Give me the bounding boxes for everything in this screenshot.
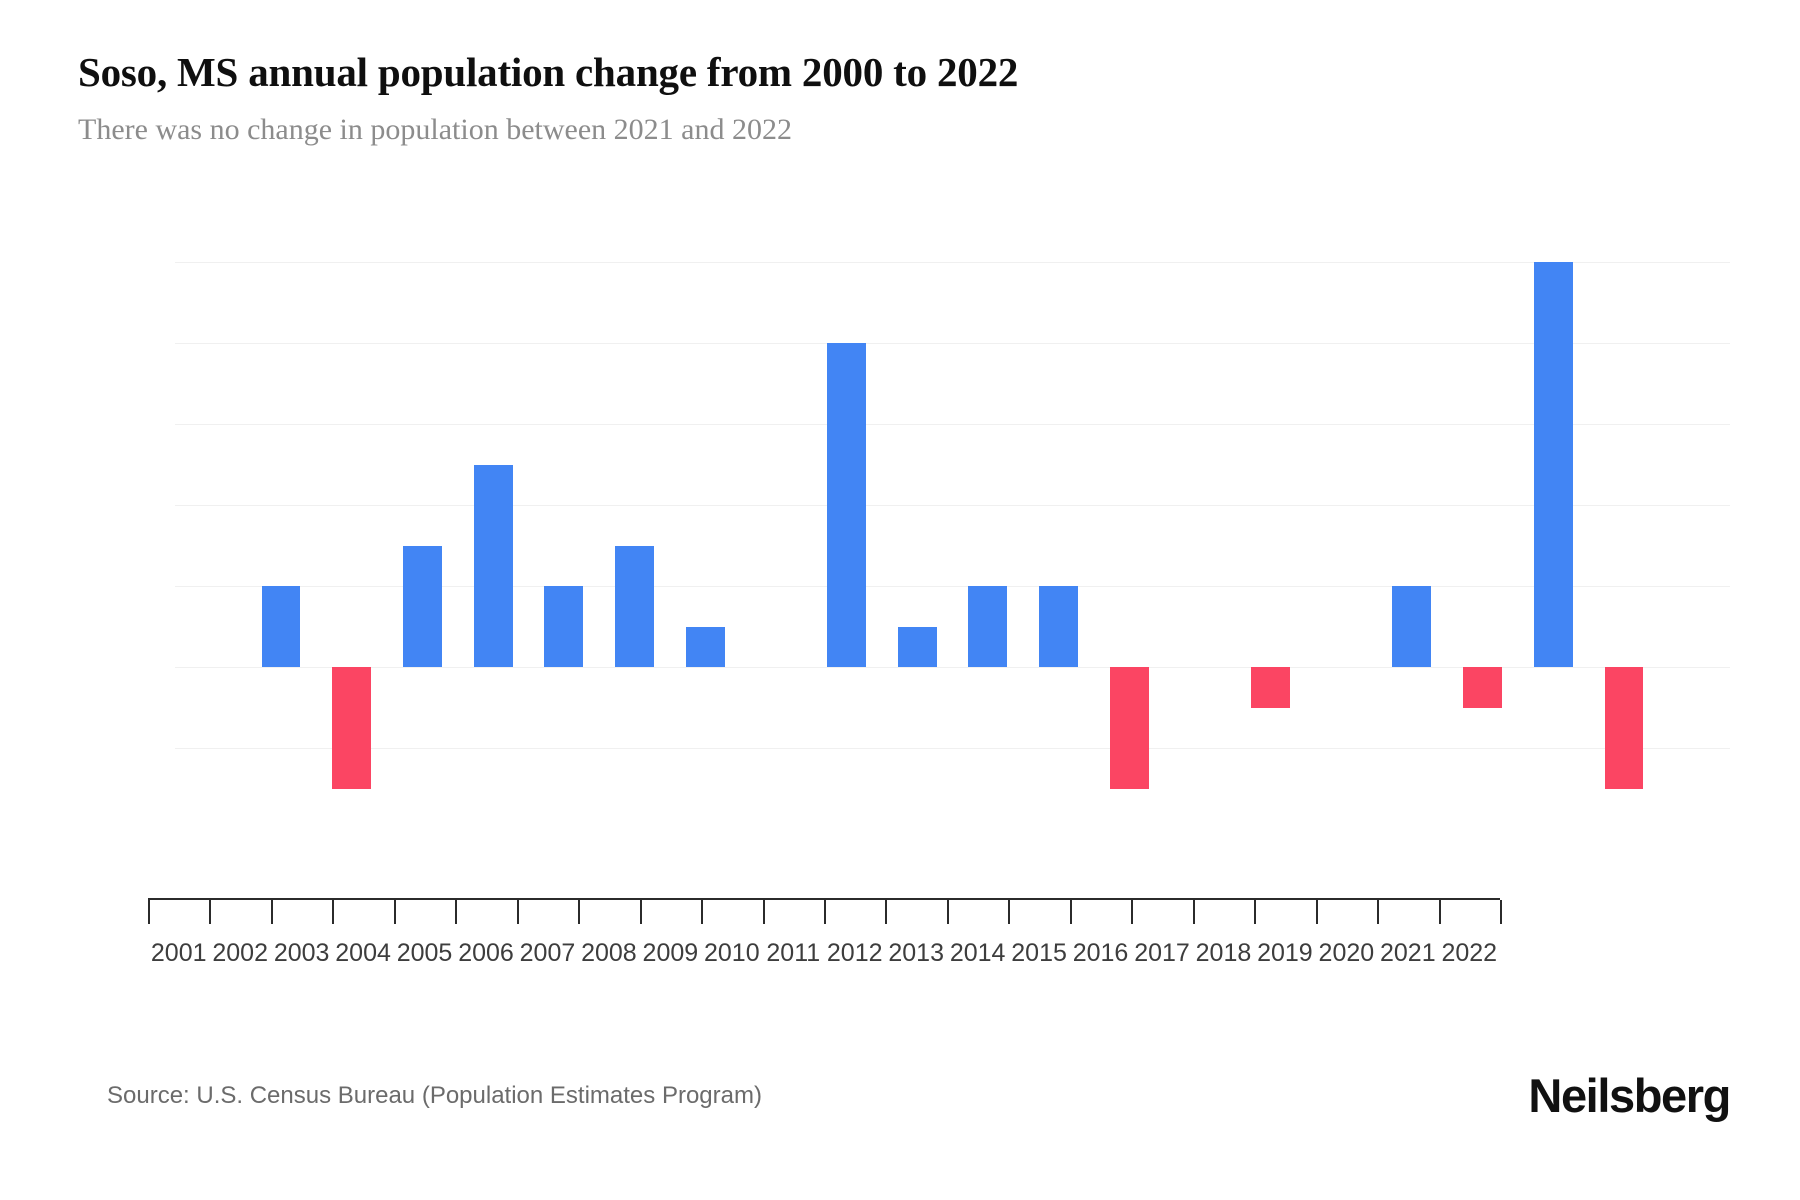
bars-container xyxy=(175,262,1730,789)
x-axis-label-2004: 2004 xyxy=(335,939,391,967)
x-axis-label-2006: 2006 xyxy=(458,939,514,967)
x-axis-label-2015: 2015 xyxy=(1011,939,1067,967)
bar-2002[interactable] xyxy=(261,586,301,668)
bar-2006[interactable] xyxy=(544,586,584,668)
gridline xyxy=(175,505,1730,507)
chart-header: Soso, MS annual population change from 2… xyxy=(78,48,1678,149)
gridline xyxy=(175,262,1730,263)
x-axis-tick xyxy=(148,900,150,924)
x-axis-tick xyxy=(1315,900,1318,924)
x-axis-label-2022: 2022 xyxy=(1441,939,1498,967)
x-axis-label-2014: 2014 xyxy=(949,939,1006,967)
gridline xyxy=(175,586,1730,588)
page-title: Soso, MS annual population change from 2… xyxy=(78,49,1019,95)
chart-subtitle: There was no change in population betwee… xyxy=(78,113,792,147)
x-axis-label-2012: 2012 xyxy=(826,939,883,967)
x-axis-tick xyxy=(332,900,335,924)
x-axis-tick xyxy=(639,900,642,924)
bar-2014[interactable] xyxy=(1109,667,1149,789)
x-axis-tick xyxy=(1438,900,1441,924)
x-axis-label-2001: 2001 xyxy=(150,939,207,967)
x-axis-tick xyxy=(1254,900,1257,924)
x-axis-label-2013: 2013 xyxy=(888,939,944,967)
bar-2003[interactable] xyxy=(332,667,372,789)
x-axis-label-2019: 2019 xyxy=(1257,939,1313,967)
brand-logo: Neilsberg xyxy=(1528,1069,1731,1122)
x-axis-label-2011: 2011 xyxy=(766,939,821,967)
bar-2019[interactable] xyxy=(1463,667,1503,708)
bar-2018[interactable] xyxy=(1392,586,1432,668)
x-axis-line xyxy=(148,898,1500,900)
x-axis-tick xyxy=(209,900,212,924)
x-axis-label-2018: 2018 xyxy=(1195,939,1252,967)
x-axis-label-2002: 2002 xyxy=(212,939,268,967)
gridline xyxy=(175,343,1730,345)
x-axis-tick xyxy=(1069,900,1072,924)
x-axis-tick xyxy=(270,900,273,924)
x-axis-tick xyxy=(1008,900,1011,924)
x-axis-tick xyxy=(1500,900,1502,924)
x-axis-label-2020: 2020 xyxy=(1318,939,1375,967)
x-axis-tick xyxy=(1377,900,1380,924)
x-axis-tick xyxy=(1131,900,1134,924)
bar-2021[interactable] xyxy=(1604,667,1644,789)
x-axis-tick xyxy=(885,900,888,924)
x-axis-label-2021: 2021 xyxy=(1380,939,1436,967)
gridline xyxy=(175,424,1730,426)
bar-2020[interactable] xyxy=(1533,262,1573,668)
bar-2008[interactable] xyxy=(685,626,725,668)
y-axis-labels: 1086420−2 xyxy=(0,0,160,1200)
source-note: Source: U.S. Census Bureau (Population E… xyxy=(107,1082,762,1109)
bar-2013[interactable] xyxy=(1039,586,1078,668)
bar-2016[interactable] xyxy=(1251,667,1290,708)
x-axis-tick xyxy=(578,900,581,924)
gridline xyxy=(175,748,1730,750)
x-axis-tick xyxy=(1192,900,1195,924)
x-axis-label-2010: 2010 xyxy=(704,939,760,967)
x-axis-label-2008: 2008 xyxy=(581,939,637,967)
x-axis-label-2016: 2016 xyxy=(1072,939,1129,967)
x-axis-label-2009: 2009 xyxy=(642,939,699,967)
bar-2005[interactable] xyxy=(473,464,513,668)
x-axis-tick xyxy=(824,900,826,924)
x-axis-tick xyxy=(701,900,704,924)
x-axis-tick xyxy=(516,900,519,924)
x-axis-tick xyxy=(762,900,765,924)
x-axis-tick xyxy=(946,900,949,924)
bar-2004[interactable] xyxy=(402,545,442,668)
bar-2012[interactable] xyxy=(968,586,1008,668)
bar-2010[interactable] xyxy=(827,343,866,668)
x-axis-label-2017: 2017 xyxy=(1134,939,1190,967)
x-axis-label-2003: 2003 xyxy=(273,939,330,967)
x-axis-label-2005: 2005 xyxy=(396,939,453,967)
bar-2007[interactable] xyxy=(614,545,654,668)
x-axis-tick xyxy=(455,900,458,924)
x-axis-tick xyxy=(393,900,396,924)
x-axis-label-2007: 2007 xyxy=(519,939,576,967)
gridline xyxy=(175,667,1730,669)
bar-2011[interactable] xyxy=(897,626,937,668)
